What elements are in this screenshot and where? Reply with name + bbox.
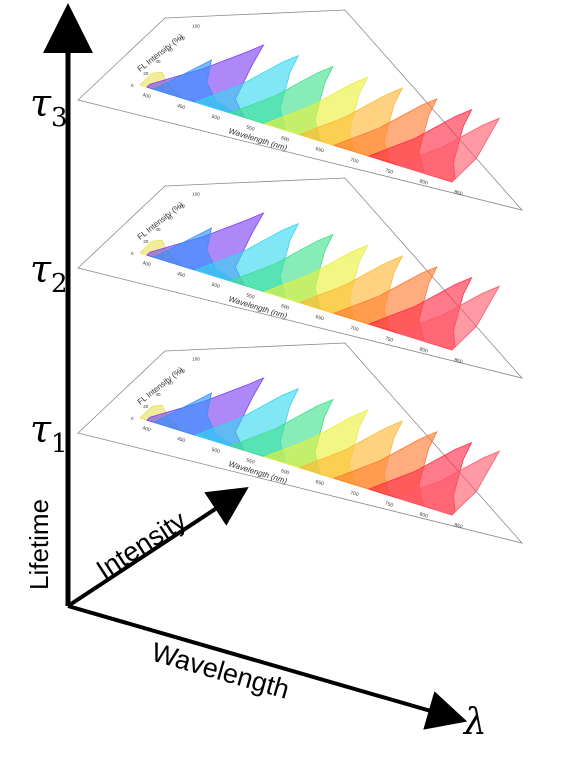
x-tick-label: 650 — [315, 314, 325, 322]
x-tick-label: 850 — [453, 357, 463, 365]
x-tick-label: 800 — [419, 511, 429, 519]
main-axes — [43, 3, 468, 730]
lifetime-axis-label: Lifetime — [24, 499, 54, 590]
y-tick-label: 80 — [180, 203, 186, 208]
x-tick-label: 500 — [211, 447, 221, 455]
x-tick-label: 400 — [141, 92, 151, 100]
x-tick-label: 500 — [211, 114, 221, 122]
y-tick-label: 40 — [156, 59, 162, 64]
lambda-symbol: λ — [462, 702, 487, 743]
wavelength-axis — [67, 604, 468, 730]
spectra-layer-2: 400 450 500 550 600 650 700 750 800 850 0 20 40 60 80 1… — [77, 177, 524, 379]
x-tick-label: 600 — [280, 135, 290, 143]
x-tick-label: 650 — [315, 479, 325, 487]
x-tick-label: 750 — [384, 168, 394, 176]
y-tick-label: 100 — [192, 357, 200, 362]
y-tick-label: 0 — [131, 83, 134, 88]
y-tick-label: 0 — [131, 251, 134, 256]
spectra-layer-1: 400 450 500 550 600 650 700 750 800 850 0 20 40 60 80 1… — [77, 9, 524, 211]
y-tick-label: 100 — [192, 24, 200, 29]
tau-2-label: τ2 — [30, 247, 68, 299]
x-tick-label: 700 — [349, 157, 359, 165]
spectra-layers: 4004505005506006507007508008500204060801… — [77, 9, 524, 544]
x-tick-label: 850 — [453, 522, 463, 530]
x-tick-label: 700 — [349, 490, 359, 498]
x-tick-label: 800 — [419, 178, 429, 186]
x-tick-label: 400 — [141, 260, 151, 268]
y-tick-label: 60 — [168, 215, 174, 220]
tau-1-label: τ1 — [30, 407, 68, 459]
y-tick-label: 80 — [180, 368, 186, 373]
intensity-axis — [66, 487, 249, 608]
y-tick-label: 20 — [143, 239, 149, 244]
x-tick-label: 600 — [280, 468, 290, 476]
x-tick-label: 550 — [245, 292, 255, 300]
y-tick-label: 100 — [192, 192, 200, 197]
intensity-axis-label: Intensity — [91, 505, 192, 585]
x-tick-label: 750 — [384, 336, 394, 344]
x-tick-label: 600 — [280, 303, 290, 311]
y-tick-label: 60 — [168, 47, 174, 52]
x-tick-label: 550 — [245, 124, 255, 132]
y-tick-label: 40 — [156, 227, 162, 232]
x-tick-label: 550 — [245, 457, 255, 465]
spectrum-band-10 — [395, 117, 501, 183]
x-tick-label: 450 — [176, 271, 186, 279]
y-tick-label: 40 — [156, 392, 162, 397]
tau-3-label: τ3 — [30, 81, 68, 133]
wavelength-axis-label: Wavelength — [148, 637, 292, 705]
x-tick-label: 400 — [141, 425, 151, 433]
y-tick-label: 60 — [168, 380, 174, 385]
x-tick-label: 450 — [176, 436, 186, 444]
y-tick-label: 0 — [131, 416, 134, 421]
x-tick-label: 650 — [315, 146, 325, 154]
x-tick-label: 450 — [176, 103, 186, 111]
spectrum-band-10 — [395, 450, 501, 516]
y-tick-label: 20 — [143, 71, 149, 76]
x-tick-label: 750 — [384, 501, 394, 509]
spectra-layer-3: 400 450 500 550 600 650 700 750 800 850 0 20 40 60 80 1… — [77, 342, 524, 544]
x-tick-label: 850 — [453, 189, 463, 197]
x-tick-label: 500 — [211, 282, 221, 290]
x-tick-label: 700 — [349, 325, 359, 333]
tau-labels: τ3 τ2 τ1 — [30, 81, 68, 459]
spectrum-band-10 — [395, 285, 501, 351]
x-tick-label: 800 — [419, 346, 429, 354]
y-tick-label: 80 — [180, 35, 186, 40]
y-tick-label: 20 — [143, 404, 149, 409]
